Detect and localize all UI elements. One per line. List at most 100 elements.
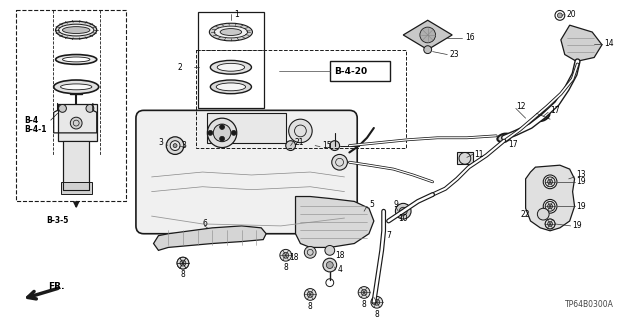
Text: 19: 19 <box>577 177 586 186</box>
Polygon shape <box>561 25 602 61</box>
Ellipse shape <box>63 27 90 33</box>
Circle shape <box>232 130 236 135</box>
Circle shape <box>177 257 189 269</box>
Text: 6: 6 <box>202 219 207 228</box>
Bar <box>17 11 126 201</box>
Polygon shape <box>154 226 266 250</box>
Text: 10: 10 <box>398 213 408 223</box>
Circle shape <box>285 141 296 151</box>
Bar <box>58 103 97 141</box>
Circle shape <box>374 299 380 305</box>
Circle shape <box>208 130 212 135</box>
Circle shape <box>173 144 177 148</box>
Circle shape <box>213 124 231 142</box>
Ellipse shape <box>211 60 252 74</box>
Circle shape <box>166 137 184 154</box>
Circle shape <box>548 179 552 184</box>
Circle shape <box>548 221 552 226</box>
Text: 21: 21 <box>294 138 304 147</box>
Ellipse shape <box>217 63 244 71</box>
Circle shape <box>307 292 313 297</box>
Text: 23: 23 <box>449 50 459 59</box>
Text: 2: 2 <box>177 63 182 72</box>
Bar <box>61 182 92 194</box>
Ellipse shape <box>220 29 242 35</box>
Circle shape <box>70 117 82 129</box>
Bar <box>198 12 264 108</box>
Text: 19: 19 <box>577 202 586 211</box>
Circle shape <box>332 154 348 170</box>
Text: 8: 8 <box>308 302 312 311</box>
Text: B-3-5: B-3-5 <box>46 217 68 226</box>
Circle shape <box>305 247 316 258</box>
Polygon shape <box>296 197 374 248</box>
Circle shape <box>358 286 370 298</box>
Text: 19: 19 <box>573 221 582 230</box>
Text: 4: 4 <box>338 265 342 274</box>
Polygon shape <box>525 165 575 231</box>
Circle shape <box>180 260 186 266</box>
Ellipse shape <box>63 57 90 62</box>
Circle shape <box>220 136 225 141</box>
Circle shape <box>170 141 180 151</box>
Text: 7: 7 <box>387 231 392 240</box>
Bar <box>196 50 406 148</box>
Circle shape <box>545 201 555 211</box>
Ellipse shape <box>56 21 97 39</box>
FancyBboxPatch shape <box>136 110 357 234</box>
Text: 14: 14 <box>604 39 614 48</box>
Text: 12: 12 <box>516 102 525 111</box>
Circle shape <box>396 204 411 219</box>
Ellipse shape <box>54 80 99 94</box>
Circle shape <box>220 124 225 130</box>
Text: 8: 8 <box>180 270 186 279</box>
Ellipse shape <box>61 84 92 90</box>
Circle shape <box>289 119 312 143</box>
Circle shape <box>325 246 335 255</box>
Text: 3: 3 <box>159 138 163 147</box>
Text: B-4: B-4 <box>24 116 38 125</box>
Ellipse shape <box>59 24 94 36</box>
Circle shape <box>543 175 557 189</box>
Text: 17: 17 <box>550 106 560 115</box>
Circle shape <box>177 257 189 269</box>
Ellipse shape <box>216 83 246 91</box>
Text: 8: 8 <box>362 300 367 309</box>
Circle shape <box>420 27 436 43</box>
Circle shape <box>548 204 552 209</box>
Text: TP64B0300A: TP64B0300A <box>565 300 614 309</box>
Circle shape <box>180 260 186 266</box>
Circle shape <box>557 13 563 18</box>
Circle shape <box>86 105 94 112</box>
Ellipse shape <box>497 134 511 142</box>
Circle shape <box>280 249 292 261</box>
Circle shape <box>305 289 316 300</box>
Bar <box>330 61 390 81</box>
Text: 18: 18 <box>289 253 298 262</box>
Circle shape <box>283 252 289 258</box>
Circle shape <box>361 290 367 295</box>
Circle shape <box>371 296 383 308</box>
Bar <box>207 113 285 143</box>
Bar <box>63 141 89 190</box>
Circle shape <box>545 219 555 229</box>
Text: 22: 22 <box>520 210 529 219</box>
Text: 3: 3 <box>181 141 186 150</box>
Ellipse shape <box>214 26 248 38</box>
Circle shape <box>545 219 555 229</box>
Text: B-4-1: B-4-1 <box>24 125 47 134</box>
Circle shape <box>207 118 237 148</box>
Text: 20: 20 <box>567 10 577 19</box>
Ellipse shape <box>56 55 97 64</box>
Text: 5: 5 <box>369 200 374 209</box>
Text: 8: 8 <box>284 263 288 271</box>
Bar <box>457 152 473 164</box>
Text: 18: 18 <box>335 251 345 260</box>
Circle shape <box>543 199 557 213</box>
Text: 15: 15 <box>322 141 332 150</box>
Circle shape <box>59 105 67 112</box>
Text: 13: 13 <box>577 170 586 180</box>
Circle shape <box>538 208 549 220</box>
Text: FR.: FR. <box>48 282 64 291</box>
Ellipse shape <box>211 80 252 94</box>
